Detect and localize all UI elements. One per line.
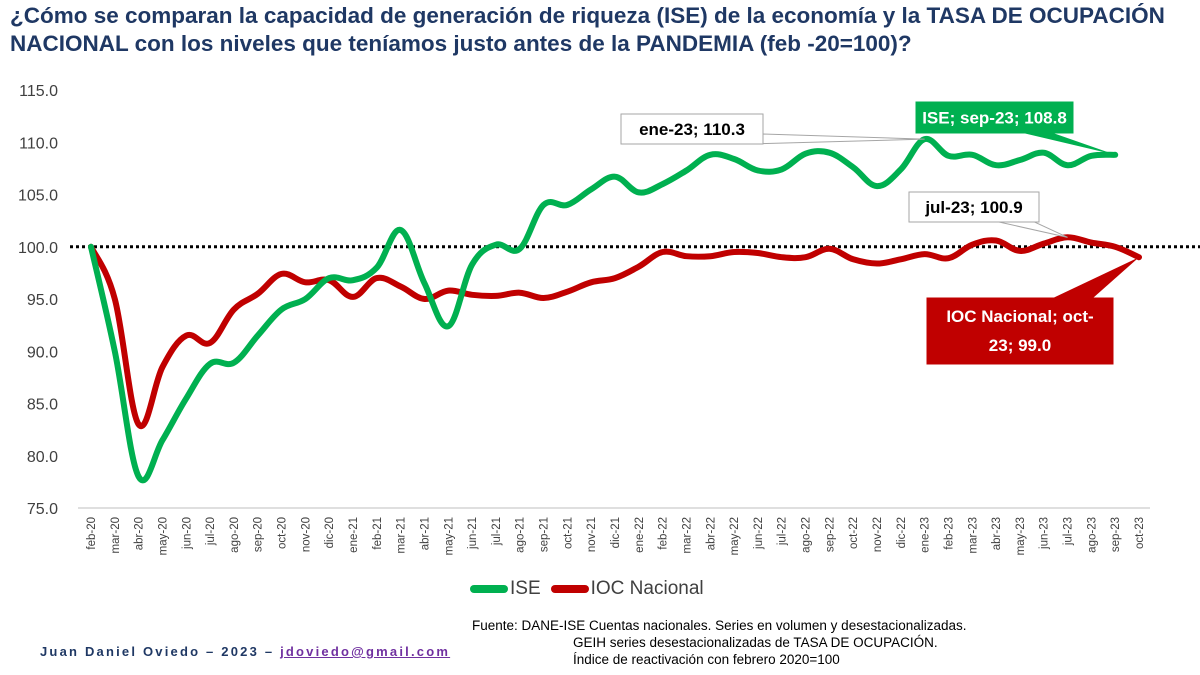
callout-pointer bbox=[747, 133, 925, 145]
footer-author: Juan Daniel Oviedo – 2023 – jdoviedo@gma… bbox=[40, 644, 450, 659]
callout-pointer bbox=[1053, 257, 1139, 298]
legend-item-ioc: IOC Nacional bbox=[550, 578, 704, 600]
annotation-callout: ene-23; 110.3 bbox=[620, 113, 925, 145]
x-tick-label: jun-20 bbox=[181, 517, 193, 550]
callout-text: ISE; sep-23; 108.8 bbox=[922, 109, 1067, 128]
callout-pointer bbox=[1023, 133, 1116, 155]
callout-text: 23; 99.0 bbox=[989, 336, 1051, 355]
legend: ISE IOC Nacional bbox=[470, 578, 714, 600]
x-tick-label: jul-22 bbox=[777, 517, 789, 546]
annotations-group: ene-23; 110.3 ISE; sep-23; 108.8 jul-23; 1… bbox=[620, 101, 1139, 365]
x-tick-label: dic-21 bbox=[610, 517, 622, 548]
y-tick-label: 95.0 bbox=[27, 292, 58, 309]
y-tick-label: 75.0 bbox=[27, 501, 58, 518]
legend-swatch-ise bbox=[470, 585, 508, 593]
x-tick-label: abr-20 bbox=[134, 517, 146, 550]
x-tick-label: abr-22 bbox=[705, 517, 717, 550]
x-tick-label: mar-23 bbox=[967, 517, 979, 553]
x-tick-label: nov-21 bbox=[586, 517, 598, 552]
x-tick-label: oct-20 bbox=[277, 517, 289, 549]
x-tick-label: feb-22 bbox=[658, 517, 670, 550]
x-tick-label: mar-20 bbox=[110, 517, 122, 553]
y-tick-label: 105.0 bbox=[18, 188, 58, 205]
legend-label-ioc: IOC Nacional bbox=[590, 578, 704, 599]
x-axis: feb-20 mar-20 abr-20 may-20 jun-20 jul-20 ago-… bbox=[78, 507, 1150, 555]
x-tick-label: dic-22 bbox=[896, 517, 908, 548]
chart-title: ¿Cómo se comparan la capacidad de genera… bbox=[10, 3, 1165, 56]
x-tick-label: ene-22 bbox=[634, 517, 646, 553]
callout-text: jul-23; 100.9 bbox=[924, 198, 1022, 217]
x-tick-label: feb-20 bbox=[86, 517, 98, 550]
callout-box bbox=[908, 191, 1040, 223]
x-tick-label: feb-21 bbox=[372, 517, 384, 550]
x-tick-label: mar-22 bbox=[681, 517, 693, 553]
x-tick-label: ago-22 bbox=[801, 517, 813, 553]
legend-item-ise: ISE bbox=[470, 578, 541, 600]
x-tick-label: jul-21 bbox=[491, 517, 503, 546]
legend-label-ise: ISE bbox=[510, 578, 541, 599]
series-line-ise bbox=[88, 136, 1119, 484]
series-group bbox=[88, 136, 1142, 484]
x-tick-label: sep-20 bbox=[253, 517, 265, 552]
x-tick-label: may-22 bbox=[729, 517, 741, 555]
annotation-callout: IOC Nacional; oct- 23; 99.0 bbox=[926, 257, 1139, 365]
x-tick-label: oct-21 bbox=[562, 517, 574, 549]
x-tick-label: ene-23 bbox=[920, 517, 932, 553]
x-tick-label: nov-22 bbox=[872, 517, 884, 552]
x-tick-label: abr-23 bbox=[991, 517, 1003, 550]
x-tick-label: jun-23 bbox=[1039, 517, 1051, 550]
callout-text: IOC Nacional; oct- bbox=[946, 307, 1093, 326]
source-line-3: Índice de reactivación con febrero 2020=… bbox=[573, 652, 840, 667]
series-line-ioc bbox=[88, 234, 1142, 430]
x-tick-label: sep-23 bbox=[1110, 517, 1122, 552]
y-tick-label: 110.0 bbox=[19, 135, 58, 152]
x-tick-label: may-23 bbox=[1015, 517, 1027, 555]
annotation-callout: ISE; sep-23; 108.8 bbox=[915, 101, 1116, 155]
x-tick-label: may-21 bbox=[443, 517, 455, 555]
y-tick-label: 90.0 bbox=[27, 344, 58, 361]
source-line-2: GEIH series desestacionalizadas de TASA … bbox=[573, 635, 938, 650]
x-tick-label: jun-22 bbox=[753, 517, 765, 550]
x-tick-label: mar-21 bbox=[396, 517, 408, 553]
y-tick-label: 85.0 bbox=[27, 397, 58, 414]
author-email-link[interactable]: jdoviedo@gmail.com bbox=[280, 644, 451, 659]
x-tick-label: nov-20 bbox=[300, 517, 312, 552]
x-tick-label: jun-21 bbox=[467, 517, 479, 550]
x-tick-label: jul-23 bbox=[1063, 517, 1075, 546]
callout-box bbox=[926, 297, 1114, 365]
callout-text: ene-23; 110.3 bbox=[639, 120, 745, 139]
x-tick-label: oct-23 bbox=[1134, 517, 1146, 549]
y-tick-label: 100.0 bbox=[18, 240, 58, 257]
author-name: Juan Daniel Oviedo – 2023 – bbox=[40, 644, 275, 659]
legend-swatch-ioc bbox=[550, 585, 589, 593]
x-tick-label: ene-21 bbox=[348, 517, 360, 553]
x-tick-label: ago-23 bbox=[1086, 517, 1098, 553]
x-tick-label: sep-22 bbox=[824, 517, 836, 552]
x-tick-label: ago-20 bbox=[229, 517, 241, 553]
x-tick-label: abr-21 bbox=[419, 517, 431, 550]
x-tick-label: ago-21 bbox=[515, 517, 527, 553]
annotation-callout: jul-23; 100.9 bbox=[908, 191, 1068, 238]
callout-box bbox=[620, 113, 764, 145]
x-tick-label: may-20 bbox=[157, 517, 169, 555]
x-tick-label: jul-20 bbox=[205, 517, 217, 546]
x-tick-label: oct-22 bbox=[848, 517, 860, 549]
source-line-1: Fuente: DANE-ISE Cuentas nacionales. Ser… bbox=[472, 618, 967, 633]
y-tick-label: 80.0 bbox=[27, 449, 58, 466]
x-tick-label: sep-21 bbox=[539, 517, 551, 552]
x-tick-label: dic-20 bbox=[324, 517, 336, 548]
y-tick-label: 115.0 bbox=[19, 83, 58, 100]
x-tick-label: feb-23 bbox=[943, 517, 955, 550]
y-axis: 75.0 80.0 85.0 90.0 95.0 100.0 105.0 110.0 115.0 bbox=[18, 83, 58, 518]
callout-box bbox=[915, 101, 1074, 134]
footer-source: Fuente: DANE-ISE Cuentas nacionales. Ser… bbox=[472, 617, 967, 668]
